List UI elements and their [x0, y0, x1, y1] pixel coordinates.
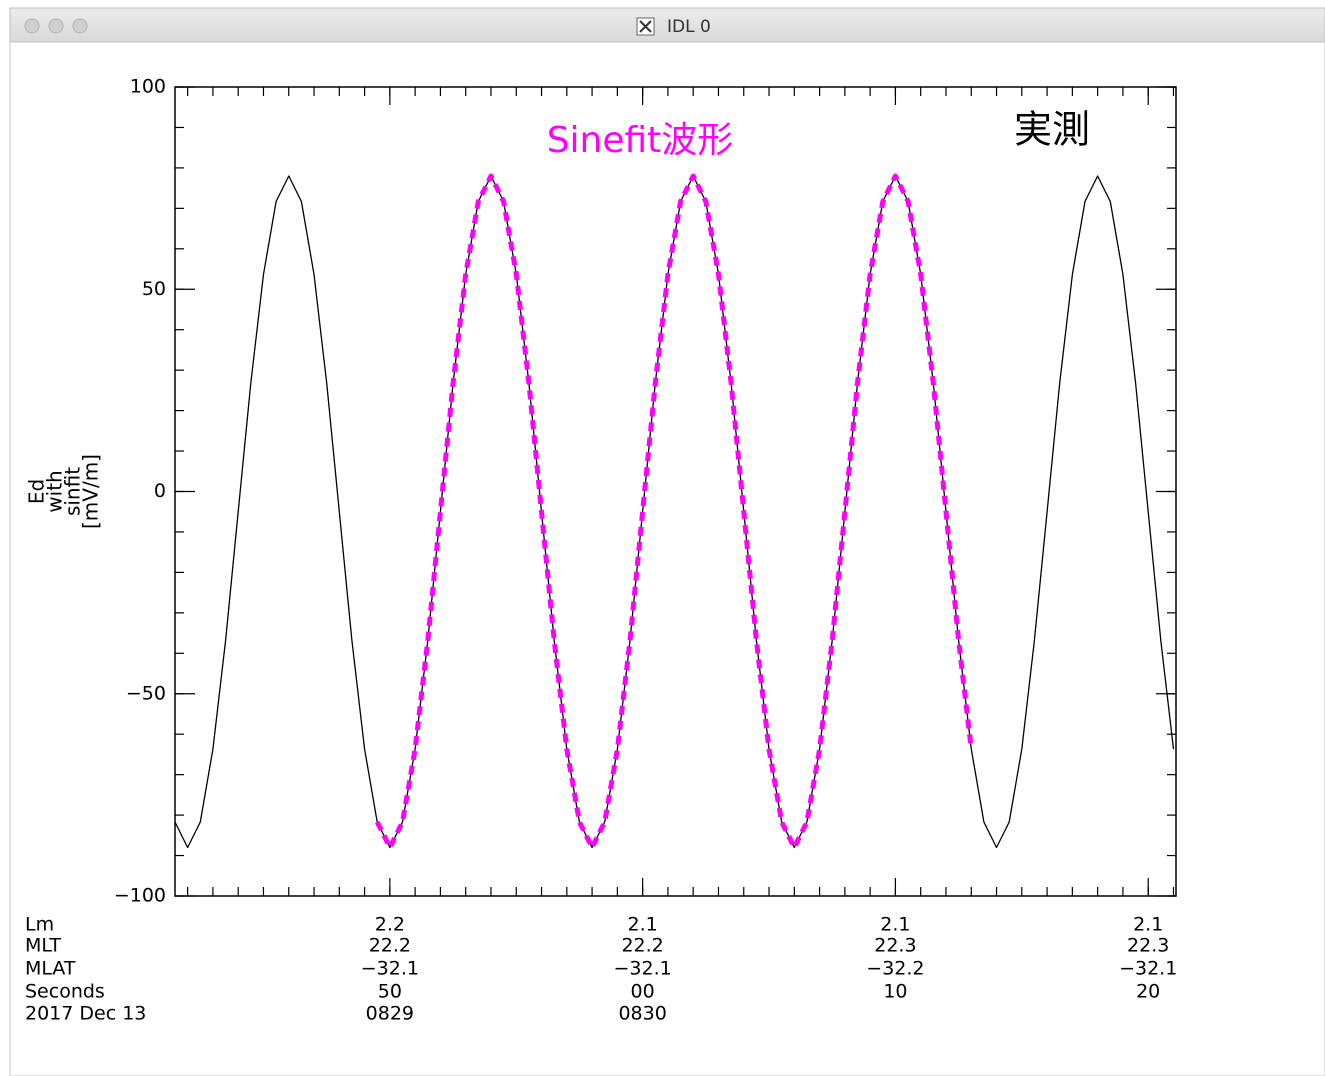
y-tick-label: 50: [142, 278, 166, 300]
x11-icon: [636, 17, 655, 36]
window-frame: [9, 7, 1325, 1076]
x-row-label: Lm: [25, 914, 54, 936]
x-tick-label: 10: [883, 981, 907, 1003]
y-axis-label: [mV/m]: [79, 454, 103, 529]
minimize-button[interactable]: [48, 18, 64, 34]
y-tick-label: −100: [114, 885, 166, 907]
x-tick-info: 22.3: [1127, 935, 1169, 957]
x-tick-info: −32.2: [866, 958, 924, 980]
zoom-button[interactable]: [72, 18, 88, 34]
x-row-label: Seconds: [25, 981, 105, 1003]
y-axis-label: with: [43, 470, 67, 512]
x-tick-label: 50: [378, 981, 402, 1003]
series-line: [374, 173, 974, 850]
y-axis-label: sinfit: [61, 467, 85, 516]
x-tick-info: 2.1: [628, 914, 658, 936]
series-line: [174, 175, 1175, 849]
x-tick-label: 00: [631, 981, 655, 1003]
x-row-label: MLT: [25, 935, 61, 957]
y-tick-label: 0: [154, 480, 166, 502]
x-tick-info: 2.2: [375, 914, 405, 936]
x-tick-info: 2.1: [1133, 914, 1163, 936]
y-tick-label: −50: [126, 682, 166, 704]
x-tick-time: 0829: [366, 1003, 414, 1025]
x-tick-info: 22.3: [874, 935, 916, 957]
x-tick-info: −32.1: [361, 958, 419, 980]
y-axis-label: Ed: [25, 479, 49, 504]
x-row-label: MLAT: [25, 958, 76, 980]
x-tick-info: 22.2: [621, 935, 663, 957]
y-tick-label: 100: [130, 76, 166, 98]
close-button[interactable]: [24, 18, 40, 34]
x-tick-info: 22.2: [369, 935, 411, 957]
window-title: IDL 0: [667, 17, 711, 37]
x-tick-label: 20: [1136, 981, 1160, 1003]
x-tick-time: 0830: [618, 1003, 666, 1025]
x-row-label: 2017 Dec 13: [25, 1003, 146, 1025]
x-tick-info: 2.1: [880, 914, 910, 936]
title-bar: [9, 7, 1325, 43]
annotation: Sinefit波形: [547, 120, 734, 161]
annotation: 実測: [1014, 108, 1090, 152]
x-tick-info: −32.1: [614, 958, 672, 980]
x-tick-info: −32.1: [1119, 958, 1177, 980]
